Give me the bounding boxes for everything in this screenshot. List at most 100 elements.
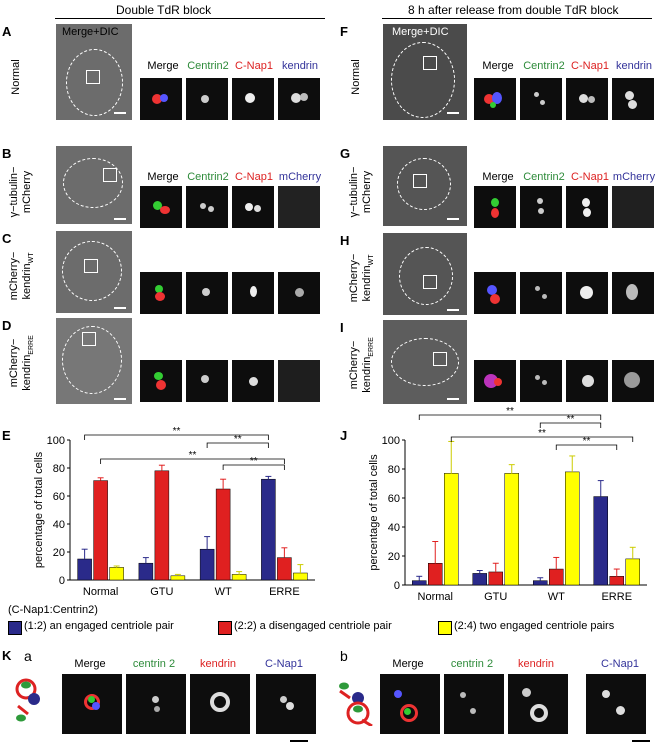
legend-swatch-engaged xyxy=(8,621,22,635)
panel-label-b: B xyxy=(2,146,12,161)
kendrin-image-kb xyxy=(508,674,568,734)
col-merge-f: Merge xyxy=(482,60,514,72)
kendrin-image-h xyxy=(612,272,654,314)
cnap-image-a xyxy=(232,78,274,120)
significance-label: ** xyxy=(567,414,575,425)
col-kendrin-ka: kendrin xyxy=(199,658,237,670)
col-merge-g: Merge xyxy=(482,171,514,183)
main-label-f: Merge+DIC xyxy=(392,26,449,38)
significance-label: ** xyxy=(173,426,181,437)
merge-image-g xyxy=(474,186,516,228)
panel-label-k: K xyxy=(2,648,12,663)
centrin-image-b xyxy=(186,186,228,228)
col-cnap-b: C-Nap1 xyxy=(235,171,273,183)
diagram-ka xyxy=(15,678,40,722)
legend-swatch-two-pairs xyxy=(438,621,452,635)
significance-bracket xyxy=(84,434,269,440)
centrin-image-d xyxy=(186,360,228,402)
y-tick-label: 0 xyxy=(394,580,400,592)
y-tick-label: 60 xyxy=(53,491,65,503)
y-tick-label: 100 xyxy=(382,435,400,447)
legend-label-engaged: (1:2) an engaged centriole pair xyxy=(24,620,174,632)
y-tick-label: 100 xyxy=(47,435,65,447)
mcherry-image-g xyxy=(612,186,654,228)
col-centrin-g: Centrin2 xyxy=(523,171,565,183)
significance-label: ** xyxy=(506,406,514,417)
legend-label-disengaged: (2:2) a disengaged centriole pair xyxy=(234,620,392,632)
dic-image-h xyxy=(383,233,467,315)
col-kendrin-kb: kendrin xyxy=(517,658,555,670)
dic-image-a xyxy=(56,24,132,120)
panel-label-g: G xyxy=(340,146,351,161)
significance-label: ** xyxy=(583,436,591,447)
col-merge-kb: Merge xyxy=(392,658,424,670)
significance-bracket xyxy=(555,444,618,450)
kendrin-image-d xyxy=(278,360,320,402)
panel-label-j: J xyxy=(340,428,348,443)
col-centrin-a: Centrin2 xyxy=(187,60,229,72)
bar xyxy=(77,558,92,581)
merge-image-a xyxy=(140,78,182,120)
diagram-kb xyxy=(339,682,373,726)
col-centrin-b: Centrin2 xyxy=(187,171,229,183)
cnap-image-h xyxy=(566,272,608,314)
cnap-image-i xyxy=(566,360,608,402)
significance-label: ** xyxy=(538,428,546,439)
col-centrin-ka: centrin 2 xyxy=(132,658,176,670)
significance-bracket xyxy=(206,442,269,448)
dic-image-d xyxy=(56,318,132,404)
cnap-image-d xyxy=(232,360,274,402)
significance-label: ** xyxy=(234,434,242,445)
header-left: Double TdR block xyxy=(116,3,212,17)
col-cnap-a: C-Nap1 xyxy=(235,60,273,72)
row-label-h: mCherry− kendrinWT xyxy=(348,253,376,303)
col-mcherry-g: mCherry xyxy=(612,171,656,183)
dic-image-c xyxy=(56,231,132,313)
merge-image-b xyxy=(140,186,182,228)
x-tick-label: GTU xyxy=(150,586,173,598)
panel-label-e: E xyxy=(2,428,11,443)
panel-label-c: C xyxy=(2,231,12,246)
bar xyxy=(93,480,108,581)
col-mcherry-b: mCherry xyxy=(278,171,322,183)
mcherry-image-b xyxy=(278,186,320,228)
bar xyxy=(472,573,487,586)
header-left-rule xyxy=(55,18,325,19)
bar xyxy=(138,562,154,581)
bar xyxy=(231,574,247,581)
panel-label-f: F xyxy=(340,24,348,39)
bar xyxy=(488,571,503,586)
main-label-a: Merge+DIC xyxy=(62,26,119,38)
bar xyxy=(504,473,519,586)
merge-image-h xyxy=(474,272,516,314)
bar xyxy=(565,471,580,586)
centrin-image-f xyxy=(520,78,562,120)
x-tick-label: Normal xyxy=(83,586,118,598)
legend-swatch-disengaged xyxy=(218,621,232,635)
legend-label-two-pairs: (2:4) two engaged centriole pairs xyxy=(454,620,615,632)
cnap-image-kb xyxy=(586,674,646,734)
cnap-image-ka xyxy=(256,674,316,734)
merge-image-kb xyxy=(380,674,440,734)
panel-label-ka: a xyxy=(24,648,32,664)
y-tick-label: 20 xyxy=(388,551,400,563)
kendrin-image-ka xyxy=(190,674,250,734)
centrin-image-kb xyxy=(444,674,504,734)
col-merge-ka: Merge xyxy=(74,658,106,670)
y-axis-label: percentage of total cells xyxy=(33,451,45,568)
col-cnap-f: C-Nap1 xyxy=(571,60,609,72)
cnap-image-c xyxy=(232,272,274,314)
y-axis-label: percentage of total cells xyxy=(368,454,380,571)
row-label-g: γ−tubulin− mCherry xyxy=(348,166,373,218)
legend-title: (C-Nap1:Centrin2) xyxy=(8,604,98,616)
centrin-image-i xyxy=(520,360,562,402)
dic-image-g xyxy=(383,146,467,226)
bar xyxy=(593,496,608,586)
bar xyxy=(293,572,308,581)
header-right: 8 h after release from double TdR block xyxy=(408,3,619,17)
row-label-b: γ−tubulin− mCherry xyxy=(8,166,33,218)
row-label-i: mCherry− kendrinERRE xyxy=(348,337,376,393)
centrin-image-ka xyxy=(126,674,186,734)
kendrin-image-i xyxy=(612,360,654,402)
panel-label-i: I xyxy=(340,320,344,335)
